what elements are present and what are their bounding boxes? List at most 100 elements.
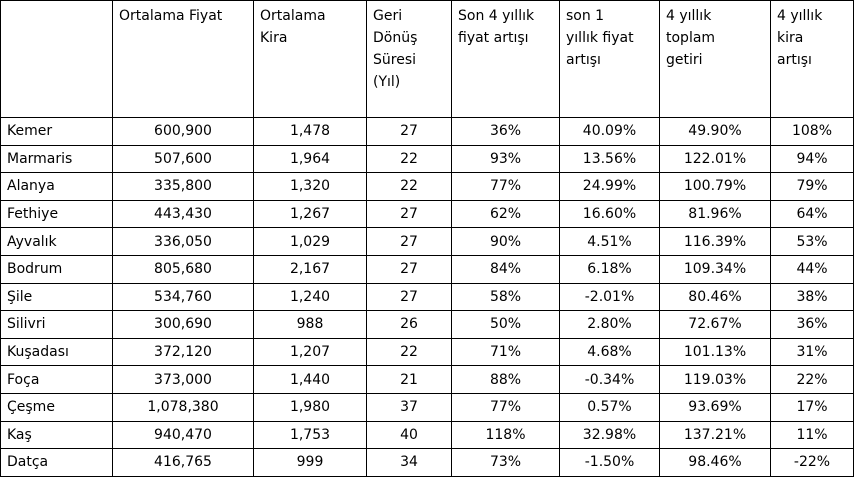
cell-price-growth-1y: 6.18% (559, 254, 660, 284)
cell-payback-years: 34 (366, 448, 452, 477)
column-header-price-growth-1y: son 1 yıllık fiyat artışı (559, 0, 660, 118)
cell-price-growth-4y: 77% (451, 392, 560, 422)
cell-avg-rent: 1,478 (253, 117, 367, 146)
cell-avg-price: 416,765 (112, 448, 254, 477)
cell-city: Fethiye (0, 199, 113, 229)
cell-rent-growth-4y: 79% (770, 172, 854, 201)
cell-avg-rent: 1,753 (253, 420, 367, 450)
cell-avg-price: 1,078,380 (112, 392, 254, 422)
cell-city: Kaş (0, 420, 113, 450)
column-header-avg-rent: Ortalama Kira (253, 0, 367, 118)
cell-rent-growth-4y: 64% (770, 199, 854, 229)
cell-payback-years: 27 (366, 199, 452, 229)
cell-rent-growth-4y: -22% (770, 448, 854, 477)
cell-price-growth-4y: 73% (451, 448, 560, 477)
cell-avg-rent: 1,440 (253, 365, 367, 394)
cell-rent-growth-4y: 17% (770, 392, 854, 422)
cell-rent-growth-4y: 36% (770, 310, 854, 339)
table-row: Silivri 300,690 988 26 50% 2.80% 72.67% 36% (0, 310, 854, 339)
cell-rent-growth-4y: 38% (770, 282, 854, 312)
cell-avg-rent: 1,240 (253, 282, 367, 312)
cell-city: Ayvalık (0, 227, 113, 256)
cell-avg-price: 805,680 (112, 254, 254, 284)
cell-total-return-4y: 116.39% (659, 227, 771, 256)
cell-avg-rent: 1,964 (253, 144, 367, 174)
cell-price-growth-4y: 84% (451, 254, 560, 284)
cell-price-growth-4y: 36% (451, 117, 560, 146)
cell-total-return-4y: 80.46% (659, 282, 771, 312)
header-row: Ortalama Fiyat Ortalama Kira Geri Dönüş Süres… (0, 0, 854, 118)
cell-total-return-4y: 101.13% (659, 337, 771, 367)
column-header-payback-years: Geri Dönüş Süresi (Yıl) (366, 0, 452, 118)
cell-price-growth-1y: 0.57% (559, 392, 660, 422)
cell-avg-price: 336,050 (112, 227, 254, 256)
table-row: Ayvalık 336,050 1,029 27 90% 4.51% 116.39% 53% (0, 227, 854, 256)
cell-avg-price: 600,900 (112, 117, 254, 146)
cell-rent-growth-4y: 108% (770, 117, 854, 146)
table-row: Bodrum 805,680 2,167 27 84% 6.18% 109.34% 44% (0, 254, 854, 284)
cell-rent-growth-4y: 11% (770, 420, 854, 450)
cell-city: Alanya (0, 172, 113, 201)
cell-total-return-4y: 49.90% (659, 117, 771, 146)
cell-price-growth-1y: 40.09% (559, 117, 660, 146)
cell-total-return-4y: 93.69% (659, 392, 771, 422)
cell-price-growth-4y: 50% (451, 310, 560, 339)
cell-avg-rent: 1,980 (253, 392, 367, 422)
cell-avg-price: 940,470 (112, 420, 254, 450)
cell-rent-growth-4y: 44% (770, 254, 854, 284)
cell-avg-rent: 2,167 (253, 254, 367, 284)
cell-price-growth-1y: -0.34% (559, 365, 660, 394)
real-estate-table: Ortalama Fiyat Ortalama Kira Geri Dönüş Süres… (0, 0, 854, 477)
cell-price-growth-4y: 62% (451, 199, 560, 229)
cell-payback-years: 27 (366, 117, 452, 146)
cell-total-return-4y: 119.03% (659, 365, 771, 394)
cell-rent-growth-4y: 31% (770, 337, 854, 367)
column-header-total-return-4y: 4 yıllık toplam getiri (659, 0, 771, 118)
cell-avg-rent: 1,320 (253, 172, 367, 201)
cell-price-growth-4y: 58% (451, 282, 560, 312)
cell-price-growth-1y: 16.60% (559, 199, 660, 229)
cell-total-return-4y: 98.46% (659, 448, 771, 477)
cell-avg-price: 507,600 (112, 144, 254, 174)
table-row: Kaş 940,470 1,753 40 118% 32.98% 137.21% 11% (0, 420, 854, 450)
table-row: Datça 416,765 999 34 73% -1.50% 98.46% -22% (0, 448, 854, 477)
cell-price-growth-4y: 77% (451, 172, 560, 201)
table-row: Kemer 600,900 1,478 27 36% 40.09% 49.90% 108% (0, 117, 854, 146)
cell-price-growth-1y: 13.56% (559, 144, 660, 174)
cell-rent-growth-4y: 94% (770, 144, 854, 174)
table-row: Fethiye 443,430 1,267 27 62% 16.60% 81.96% 64% (0, 199, 854, 229)
cell-city: Kuşadası (0, 337, 113, 367)
cell-city: Marmaris (0, 144, 113, 174)
cell-city: Şile (0, 282, 113, 312)
table-row: Şile 534,760 1,240 27 58% -2.01% 80.46% 38% (0, 282, 854, 312)
cell-avg-rent: 988 (253, 310, 367, 339)
cell-price-growth-4y: 118% (451, 420, 560, 450)
table-row: Marmaris 507,600 1,964 22 93% 13.56% 122.01% 94… (0, 144, 854, 174)
cell-price-growth-4y: 88% (451, 365, 560, 394)
cell-payback-years: 22 (366, 144, 452, 174)
cell-payback-years: 40 (366, 420, 452, 450)
cell-total-return-4y: 72.67% (659, 310, 771, 339)
cell-price-growth-1y: 4.68% (559, 337, 660, 367)
cell-payback-years: 37 (366, 392, 452, 422)
cell-price-growth-1y: 32.98% (559, 420, 660, 450)
cell-avg-price: 534,760 (112, 282, 254, 312)
column-header-avg-price: Ortalama Fiyat (112, 0, 254, 118)
cell-payback-years: 27 (366, 282, 452, 312)
cell-payback-years: 22 (366, 337, 452, 367)
cell-city: Bodrum (0, 254, 113, 284)
cell-avg-rent: 1,267 (253, 199, 367, 229)
cell-price-growth-1y: 2.80% (559, 310, 660, 339)
column-header-price-growth-4y: Son 4 yıllık fiyat artışı (451, 0, 560, 118)
column-header-rent-growth-4y: 4 yıllık kira artışı (770, 0, 854, 118)
cell-total-return-4y: 81.96% (659, 199, 771, 229)
cell-total-return-4y: 137.21% (659, 420, 771, 450)
cell-avg-rent: 999 (253, 448, 367, 477)
cell-payback-years: 27 (366, 254, 452, 284)
cell-price-growth-1y: -1.50% (559, 448, 660, 477)
table-row: Alanya 335,800 1,320 22 77% 24.99% 100.79% 79% (0, 172, 854, 201)
cell-total-return-4y: 122.01% (659, 144, 771, 174)
table-body: Kemer 600,900 1,478 27 36% 40.09% 49.90% 108% Ma… (0, 117, 854, 477)
cell-city: Foça (0, 365, 113, 394)
cell-avg-rent: 1,029 (253, 227, 367, 256)
